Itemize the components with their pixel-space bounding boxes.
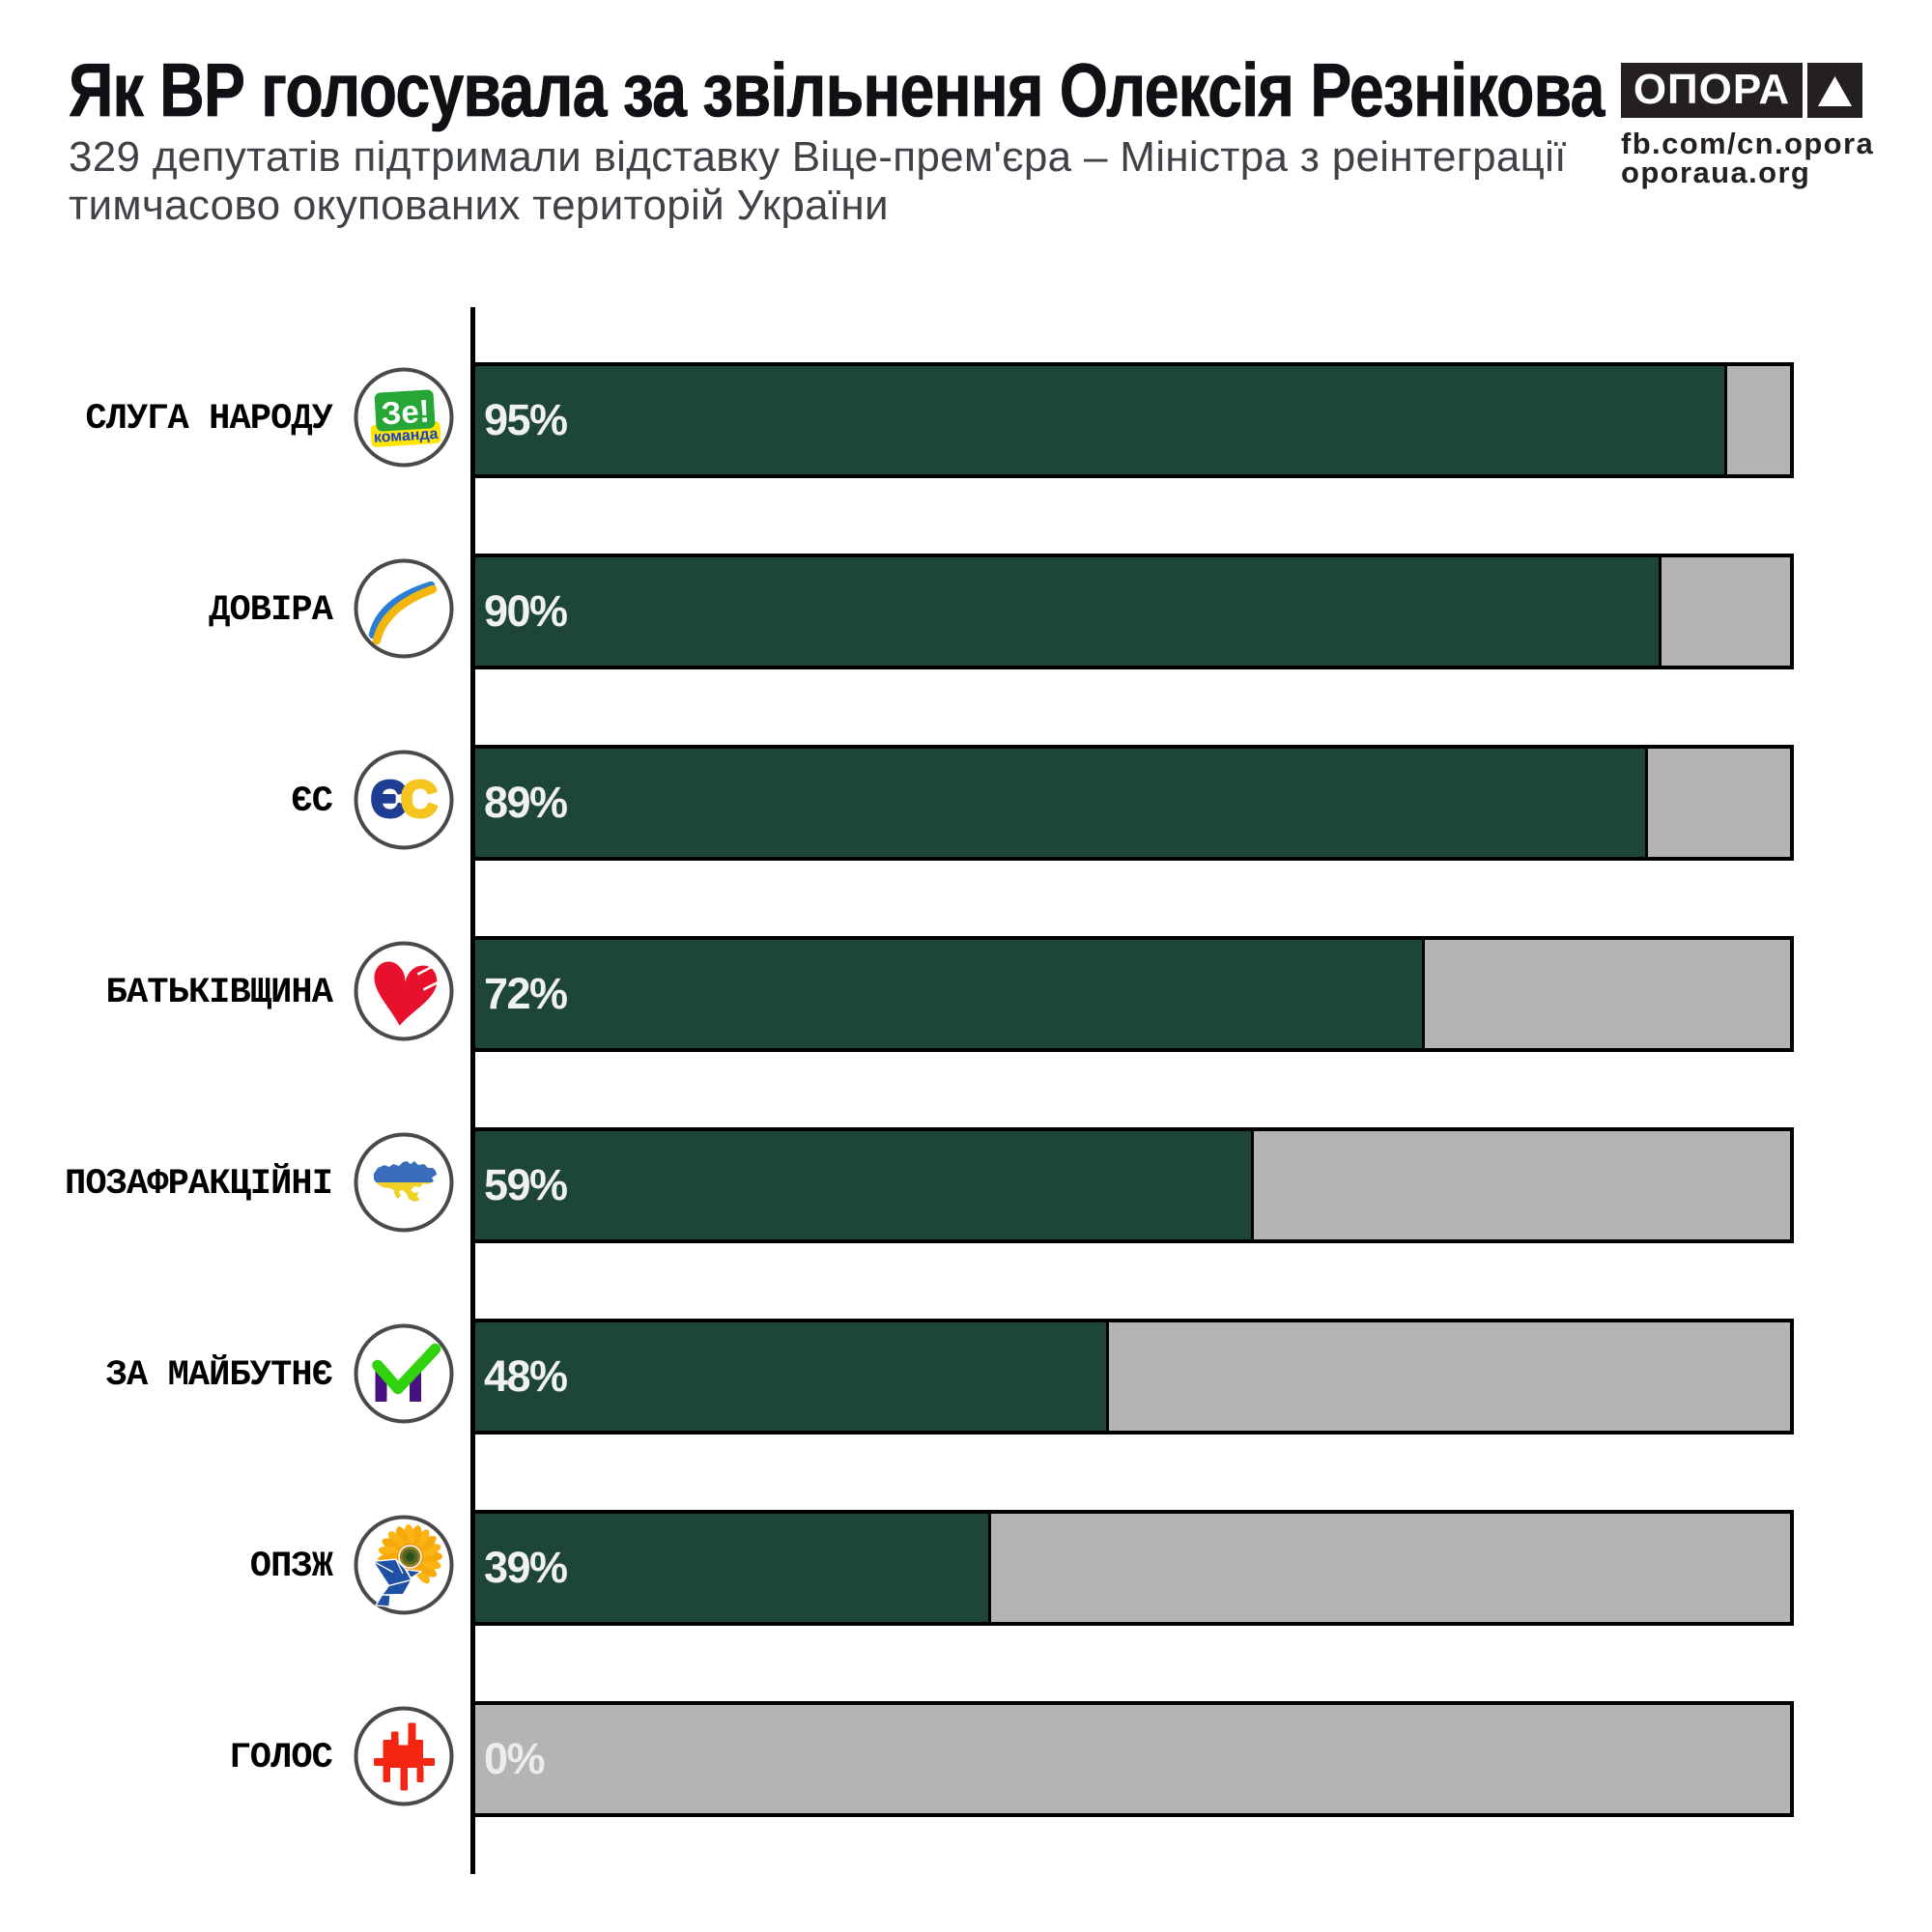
svg-text:Є: Є <box>371 772 407 828</box>
svg-text:С: С <box>401 772 438 828</box>
svg-text:Зе!: Зе! <box>381 392 431 431</box>
svg-text:команда: команда <box>373 426 439 446</box>
